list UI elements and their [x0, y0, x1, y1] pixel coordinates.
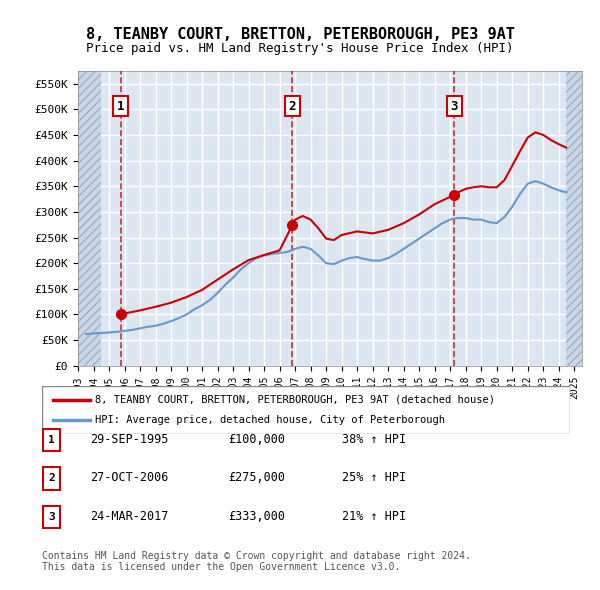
FancyBboxPatch shape: [43, 467, 60, 490]
Text: Price paid vs. HM Land Registry's House Price Index (HPI): Price paid vs. HM Land Registry's House …: [86, 42, 514, 55]
Text: £100,000: £100,000: [228, 433, 285, 446]
Text: Contains HM Land Registry data © Crown copyright and database right 2024.
This d: Contains HM Land Registry data © Crown c…: [42, 550, 471, 572]
Text: 1: 1: [117, 100, 124, 113]
Text: HPI: Average price, detached house, City of Peterborough: HPI: Average price, detached house, City…: [95, 415, 445, 425]
Text: 25% ↑ HPI: 25% ↑ HPI: [342, 471, 406, 484]
Text: 27-OCT-2006: 27-OCT-2006: [90, 471, 169, 484]
Text: 8, TEANBY COURT, BRETTON, PETERBOROUGH, PE3 9AT (detached house): 8, TEANBY COURT, BRETTON, PETERBOROUGH, …: [95, 395, 495, 405]
Text: 29-SEP-1995: 29-SEP-1995: [90, 433, 169, 446]
Text: 8, TEANBY COURT, BRETTON, PETERBOROUGH, PE3 9AT: 8, TEANBY COURT, BRETTON, PETERBOROUGH, …: [86, 27, 514, 41]
Text: 21% ↑ HPI: 21% ↑ HPI: [342, 510, 406, 523]
Text: £333,000: £333,000: [228, 510, 285, 523]
Text: 38% ↑ HPI: 38% ↑ HPI: [342, 433, 406, 446]
Text: 2: 2: [48, 474, 55, 483]
Text: 3: 3: [451, 100, 458, 113]
Text: 3: 3: [48, 512, 55, 522]
FancyBboxPatch shape: [42, 386, 570, 434]
Bar: [78, 71, 101, 366]
Bar: [566, 71, 590, 366]
Text: 24-MAR-2017: 24-MAR-2017: [90, 510, 169, 523]
Text: 1: 1: [48, 435, 55, 445]
FancyBboxPatch shape: [43, 429, 60, 451]
Text: £275,000: £275,000: [228, 471, 285, 484]
Text: 2: 2: [289, 100, 296, 113]
FancyBboxPatch shape: [43, 506, 60, 528]
